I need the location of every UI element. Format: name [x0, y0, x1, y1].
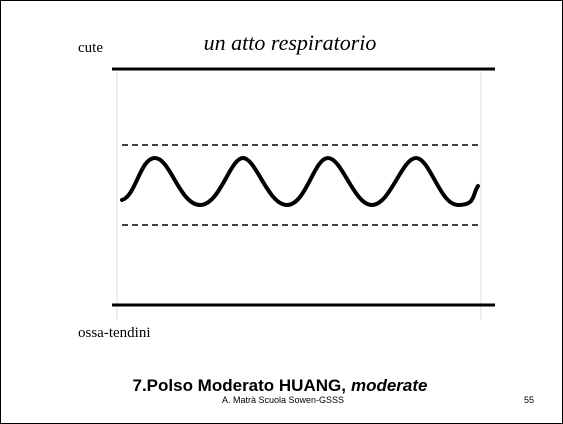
slide-title-emphasis: moderate — [351, 376, 428, 395]
footer-text: A. Matrà Scuola Sowen-GSSS — [222, 395, 344, 405]
diagram-title: un atto respiratorio — [204, 30, 377, 55]
page-number: 55 — [524, 395, 534, 405]
skin-label: cute — [78, 40, 103, 56]
pulse-wave — [120, 156, 480, 207]
slide-title: 7.Polso Moderato HUANG, moderate — [133, 376, 428, 395]
bone-label: ossa-tendini — [78, 325, 151, 341]
slide-title-main: 7.Polso Moderato HUANG, — [133, 376, 346, 395]
